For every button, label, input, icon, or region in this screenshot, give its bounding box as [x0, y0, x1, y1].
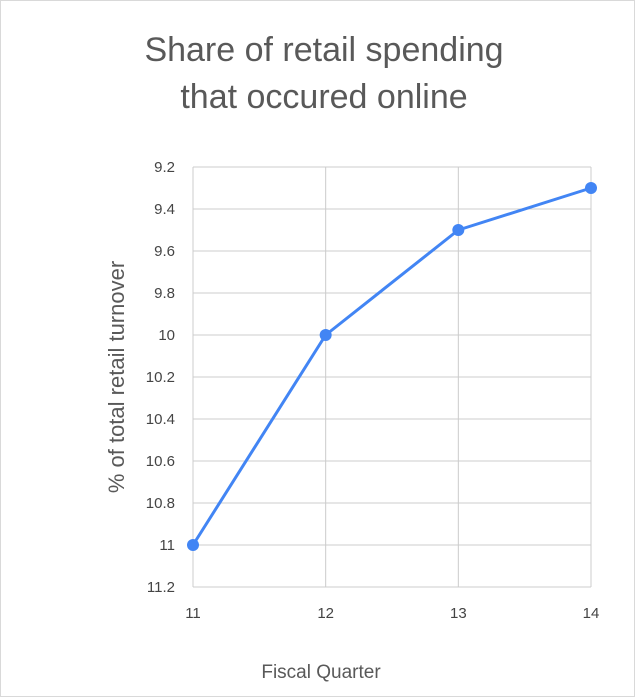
- y-tick-label: 10.6: [146, 453, 175, 470]
- y-tick-label: 9.4: [154, 201, 175, 218]
- y-tick-label: 10.4: [146, 411, 175, 428]
- x-axis-ticks: 11 12 13 14: [185, 605, 599, 622]
- x-tick-label: 12: [317, 605, 334, 622]
- x-tick-label: 13: [450, 605, 467, 622]
- chart-title-line-1: Share of retail spending: [144, 31, 503, 69]
- y-tick-label: 11.2: [147, 579, 175, 596]
- y-tick-label: 10: [158, 327, 175, 344]
- data-point: [319, 329, 332, 341]
- y-tick-label: 11: [159, 537, 175, 554]
- y-axis-ticks: 9.2 9.4 9.6 9.8 10 10.2 10.4 10.6 10.8 11 11.2: [146, 159, 175, 596]
- y-tick-label: 10.2: [146, 369, 175, 386]
- data-series: [187, 182, 597, 551]
- y-tick-label: 10.8: [146, 495, 175, 512]
- chart-title-line-2: that occured online: [180, 78, 467, 116]
- data-point: [187, 539, 199, 551]
- gridlines: [192, 166, 592, 588]
- y-axis-label: % of total retail turnover: [104, 261, 129, 493]
- data-point: [452, 224, 465, 236]
- y-tick-label: 9.2: [154, 159, 175, 176]
- x-tick-label: 14: [583, 605, 600, 622]
- y-tick-label: 9.8: [154, 285, 175, 302]
- data-point: [585, 182, 597, 194]
- y-tick-label: 9.6: [154, 243, 175, 260]
- series-line: [191, 186, 593, 547]
- x-axis-label: Fiscal Quarter: [261, 662, 381, 683]
- x-tick-label: 11: [185, 605, 201, 622]
